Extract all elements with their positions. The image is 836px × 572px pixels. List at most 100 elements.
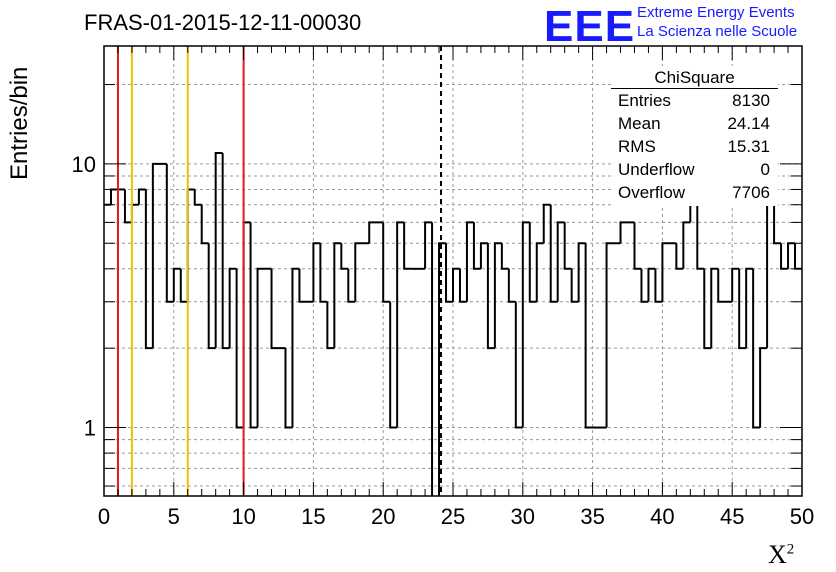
histogram-bin — [228, 267, 237, 349]
histogram-bin — [424, 221, 433, 269]
logo-tagline-1: Extreme Energy Events — [637, 4, 795, 21]
histogram-bin — [556, 221, 565, 302]
histogram-bin — [144, 189, 153, 350]
y-tick-label: 1 — [84, 416, 96, 441]
histogram-bin — [766, 203, 775, 349]
histogram-bin — [752, 268, 761, 429]
x-tick-label: 20 — [371, 504, 395, 529]
histogram-bin — [528, 222, 537, 303]
histogram-bin — [200, 204, 209, 245]
histogram-bin — [123, 189, 132, 224]
histogram-bin — [605, 242, 614, 428]
histogram-bin — [186, 188, 195, 302]
histogram-bin — [703, 268, 712, 350]
histogram-bin — [298, 268, 314, 303]
histogram-bin — [347, 268, 356, 303]
x-tick-label: 35 — [580, 504, 604, 529]
histogram-bin — [717, 268, 733, 303]
stats-label: Underflow — [618, 160, 695, 179]
logo-tagline-2: La Scienza nelle Scuole — [637, 23, 798, 40]
histogram-bin — [682, 221, 691, 269]
stats-label: RMS — [618, 137, 656, 156]
histogram-bin — [542, 203, 551, 244]
histogram-bin — [452, 267, 460, 302]
histogram-bin — [780, 243, 789, 270]
histogram-bin — [745, 267, 754, 349]
histogram-bin — [109, 188, 118, 205]
histogram-bin — [647, 267, 656, 302]
histogram-bin — [514, 301, 523, 429]
x-tick-label: 0 — [98, 504, 110, 529]
stats-label: Overflow — [618, 183, 686, 202]
x-tick-label: 25 — [441, 504, 465, 529]
histogram-bin — [270, 268, 286, 350]
histogram-bin — [773, 204, 782, 245]
histogram-bin — [319, 243, 328, 303]
stats-value: 8130 — [732, 91, 770, 110]
histogram-bin — [654, 268, 663, 303]
histogram-bin — [640, 268, 649, 303]
histogram-bin — [787, 242, 796, 269]
chart-title: FRAS-01-2015-12-11-00030 — [84, 10, 362, 35]
histogram-bin — [535, 242, 544, 302]
histogram-bin — [710, 267, 719, 349]
histogram-bin — [633, 222, 642, 270]
eee-logo: EEE — [544, 2, 636, 51]
histogram-bin — [235, 268, 244, 429]
histogram-bin — [291, 267, 300, 428]
stats-label: Entries — [618, 91, 671, 110]
histogram-bin — [172, 267, 181, 302]
histogram-bin — [431, 222, 434, 496]
histogram-bin — [500, 243, 509, 270]
histogram-bin — [130, 203, 139, 223]
histogram-bin — [214, 151, 223, 349]
histogram-bin — [661, 242, 677, 302]
stats-row: Underflow 0 — [611, 158, 778, 181]
histogram-bin — [333, 242, 342, 349]
histogram-bin — [193, 189, 202, 206]
histogram-bin — [382, 222, 391, 303]
x-tick-label: 50 — [790, 504, 814, 529]
histogram-bin — [507, 268, 516, 303]
histogram-bin — [151, 162, 167, 349]
histogram-bin — [465, 221, 474, 302]
histogram-bin — [759, 347, 768, 428]
stats-row: RMS 15.31 — [611, 135, 778, 158]
histogram-bin — [570, 268, 579, 303]
y-axis-label: Entries/bin — [6, 66, 33, 180]
histogram-bin — [675, 243, 684, 270]
x-tick-label: 15 — [301, 504, 325, 529]
histogram-bin — [340, 243, 349, 270]
histogram-bin — [438, 242, 447, 496]
histogram-bin — [479, 242, 488, 269]
x-tick-label: 30 — [511, 504, 535, 529]
stats-value: 0 — [760, 160, 770, 179]
histogram-bin — [458, 268, 467, 303]
histogram-bin — [563, 222, 572, 270]
stats-value: 7706 — [732, 183, 770, 202]
histogram-bin — [738, 268, 747, 350]
histogram-bin — [472, 222, 481, 270]
histogram-bin — [445, 243, 453, 303]
stats-label: Mean — [618, 114, 661, 133]
stats-row: Overflow 7706 — [611, 181, 778, 204]
histogram-bin — [165, 163, 174, 303]
histogram-bin — [137, 188, 146, 205]
histogram-bin — [794, 243, 802, 270]
histogram-bin — [207, 243, 216, 350]
stats-value: 15.31 — [727, 137, 770, 156]
histogram-bin — [221, 152, 230, 350]
histogram-bin — [731, 267, 740, 302]
histogram-bin — [619, 221, 635, 244]
histogram-bin — [584, 243, 593, 429]
histogram-bin — [242, 221, 251, 428]
histogram-bin — [396, 221, 405, 428]
histogram-bin — [486, 243, 495, 350]
histogram-bin — [284, 348, 293, 429]
histogram-bin — [403, 222, 412, 270]
histogram-bin — [354, 242, 370, 302]
histogram-bin — [577, 242, 586, 302]
x-tick-label: 5 — [168, 504, 180, 529]
stats-box: ChiSquare Entries 8130 Mean 24.14 RMS 15.31… — [611, 66, 778, 206]
